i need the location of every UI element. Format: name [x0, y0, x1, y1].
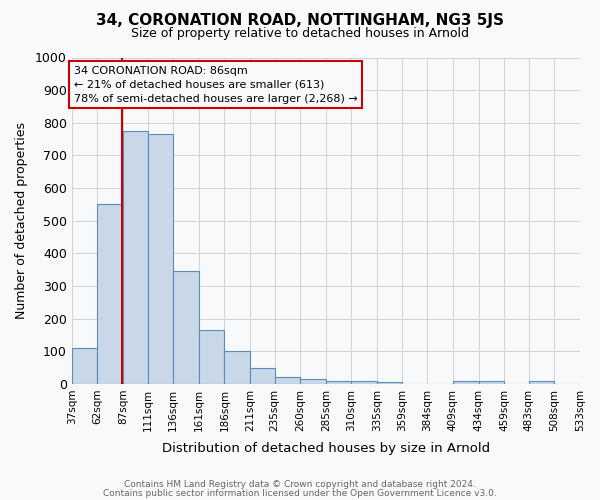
Text: Contains public sector information licensed under the Open Government Licence v3: Contains public sector information licen… — [103, 488, 497, 498]
Bar — [97, 204, 123, 384]
Bar — [173, 272, 199, 384]
Bar — [479, 380, 504, 384]
Bar — [224, 352, 250, 384]
Bar — [123, 131, 148, 384]
Text: Contains HM Land Registry data © Crown copyright and database right 2024.: Contains HM Land Registry data © Crown c… — [124, 480, 476, 489]
Text: 34 CORONATION ROAD: 86sqm
← 21% of detached houses are smaller (613)
78% of semi: 34 CORONATION ROAD: 86sqm ← 21% of detac… — [74, 66, 358, 104]
Bar — [199, 330, 224, 384]
Bar — [250, 368, 275, 384]
Bar — [148, 134, 173, 384]
Bar — [352, 382, 377, 384]
Bar — [275, 378, 300, 384]
Bar — [326, 380, 352, 384]
Bar — [453, 382, 479, 384]
Bar — [71, 348, 97, 384]
X-axis label: Distribution of detached houses by size in Arnold: Distribution of detached houses by size … — [162, 442, 490, 455]
Y-axis label: Number of detached properties: Number of detached properties — [15, 122, 28, 319]
Bar — [377, 382, 401, 384]
Text: Size of property relative to detached houses in Arnold: Size of property relative to detached ho… — [131, 28, 469, 40]
Bar — [529, 380, 554, 384]
Text: 34, CORONATION ROAD, NOTTINGHAM, NG3 5JS: 34, CORONATION ROAD, NOTTINGHAM, NG3 5JS — [96, 12, 504, 28]
Bar — [300, 379, 326, 384]
